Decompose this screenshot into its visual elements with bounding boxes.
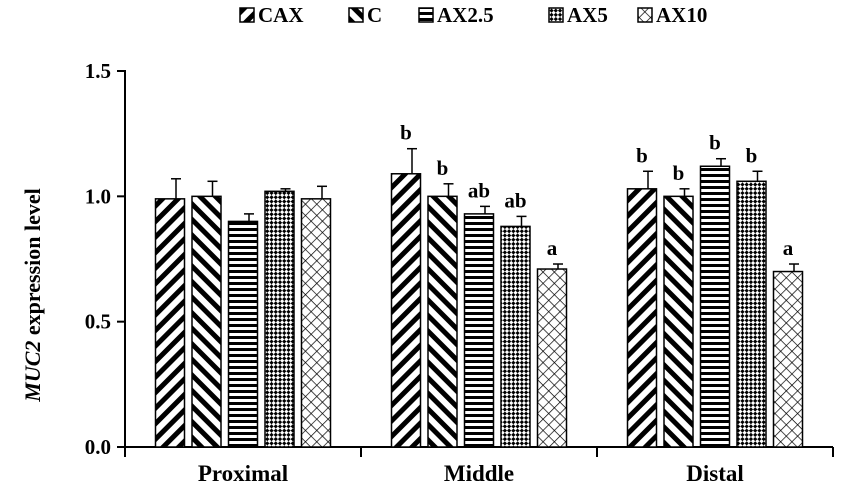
y-tick-label: 1.0 xyxy=(85,184,111,208)
significance-label: ab xyxy=(504,188,526,212)
legend-label: AX10 xyxy=(656,3,707,27)
significance-label: ab xyxy=(468,178,490,202)
significance-label: b xyxy=(746,143,758,167)
legend-label: AX5 xyxy=(567,3,608,27)
x-axis: Proximal Middle Distal xyxy=(124,446,834,486)
legend-swatch xyxy=(637,7,653,23)
legend-swatch xyxy=(239,7,255,23)
y-tick-label: 0.0 xyxy=(85,435,111,459)
legend-swatch xyxy=(348,7,364,23)
legend-swatch xyxy=(548,7,564,23)
y-axis: 0.0 0.5 1.0 1.5 xyxy=(85,59,126,459)
legend-item-ax10: AX10 xyxy=(637,3,707,27)
bar-ax5-middle xyxy=(500,225,531,448)
significance-label: b xyxy=(709,131,721,155)
significance-label: b xyxy=(400,121,412,145)
y-axis-label: MUC2 expression level xyxy=(20,188,45,402)
significance-label: b xyxy=(437,156,449,180)
bar-ax2-5-distal xyxy=(699,165,731,448)
significance-label: b xyxy=(636,143,648,167)
significance-label: a xyxy=(783,236,794,260)
bar-ax5-proximal xyxy=(264,190,295,448)
bar-ax10-proximal xyxy=(300,198,332,448)
bar-ax10-distal xyxy=(772,270,804,448)
legend-label: CAX xyxy=(258,3,304,27)
bar-c-middle xyxy=(427,195,458,448)
bar-ax2-5-middle xyxy=(463,213,495,448)
legend: CAX C AX2.5 AX5 AX10 xyxy=(239,3,707,27)
x-category-label: Middle xyxy=(444,461,514,486)
bar-c-proximal xyxy=(191,195,222,448)
legend-item-ax5: AX5 xyxy=(548,3,608,27)
legend-item-c: C xyxy=(348,3,382,27)
legend-swatch xyxy=(418,7,434,23)
y-tick-label: 1.5 xyxy=(85,59,111,83)
legend-label: C xyxy=(367,3,382,27)
bar-ax10-middle xyxy=(536,268,568,448)
bar-cax-distal xyxy=(626,188,658,448)
significance-label: a xyxy=(547,236,558,260)
bar-cax-middle xyxy=(390,173,422,448)
x-category-label: Distal xyxy=(686,461,744,486)
bar-c-distal xyxy=(663,195,694,448)
bar-ax5-distal xyxy=(736,180,767,448)
legend-item-ax2-5: AX2.5 xyxy=(418,3,494,27)
x-category-label: Proximal xyxy=(198,461,288,486)
bar-ax2-5-proximal xyxy=(227,220,259,448)
legend-label: AX2.5 xyxy=(437,3,494,27)
bar-cax-proximal xyxy=(154,198,186,448)
legend-item-cax: CAX xyxy=(239,3,304,27)
significance-label: b xyxy=(673,161,685,185)
y-tick-label: 0.5 xyxy=(85,310,111,334)
